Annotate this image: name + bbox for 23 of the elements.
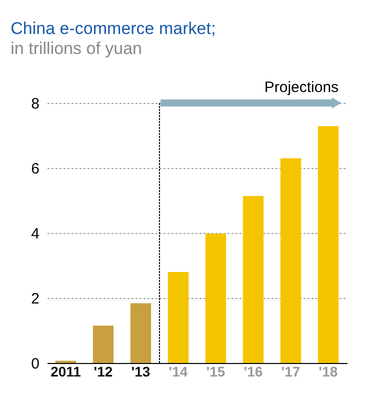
- chart-title: China e-commerce market;: [10, 19, 216, 38]
- y-tick-label: 8: [31, 96, 40, 112]
- bar: [130, 303, 152, 363]
- x-tick-label: '18: [318, 364, 338, 380]
- ref-line-label: Projections: [264, 79, 339, 96]
- bar: [205, 234, 226, 363]
- x-tick-label: '15: [206, 364, 226, 380]
- y-tick-label: 0: [31, 356, 40, 372]
- bar: [280, 158, 302, 363]
- x-tick-label: '14: [168, 364, 188, 380]
- y-tick-label: 6: [31, 160, 40, 178]
- bar: [318, 126, 339, 363]
- y-tick-label: 2: [31, 290, 40, 308]
- bar: [242, 196, 264, 363]
- x-tick-label: '17: [281, 364, 300, 380]
- x-tick-label: '13: [131, 364, 150, 380]
- x-tick-label: '12: [94, 364, 113, 380]
- y-tick-label: 4: [31, 226, 40, 242]
- bar: [168, 272, 189, 363]
- x-tick-label: '16: [244, 364, 263, 380]
- bar: [92, 326, 114, 363]
- x-tick-label: 2011: [50, 364, 82, 380]
- chart-subtitle: in trillions of yuan: [10, 39, 142, 58]
